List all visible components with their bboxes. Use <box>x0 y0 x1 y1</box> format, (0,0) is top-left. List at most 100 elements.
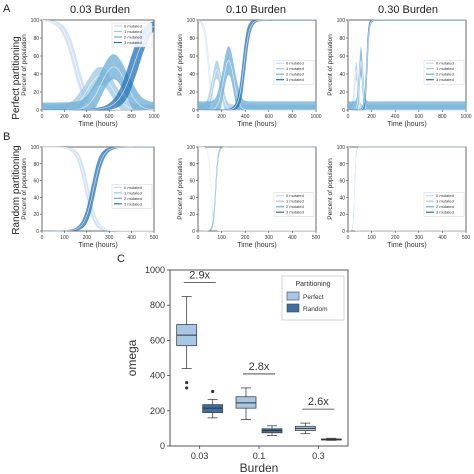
x-tick-label: 400 <box>127 235 136 241</box>
legend-label: 2 mutated <box>286 204 304 209</box>
y-axis-label: Percent of population <box>327 158 334 220</box>
x-tick-label: 0 <box>197 114 200 120</box>
box-random-0.1 <box>261 425 283 436</box>
x-tick-label: 800 <box>438 114 447 120</box>
legend-title: Partitioning <box>295 281 330 288</box>
y-tick-label: 0 <box>36 108 39 114</box>
outlier-point <box>211 389 215 394</box>
column-header-0: 0.03 Burden <box>70 4 130 16</box>
y-tick-label: 100 <box>31 18 40 24</box>
outlier-point <box>185 386 189 390</box>
series-line-3-mutated <box>42 25 155 111</box>
box-random-0.03 <box>202 389 224 419</box>
panel-letter-b: B <box>3 131 10 143</box>
legend-swatch <box>286 303 300 313</box>
series-line-3-mutated <box>198 146 316 232</box>
panel-letter-a: A <box>3 3 11 15</box>
y-tick-label: 0 <box>160 441 165 451</box>
legend-label: 2 mutated <box>286 72 304 77</box>
x-tick-label: 500 <box>312 235 321 241</box>
box-perfect-0.3 <box>294 422 316 435</box>
x-tick-label: 300 <box>265 235 274 241</box>
x-axis-label: Time (hours) <box>387 121 426 128</box>
y-tick-label: 800 <box>150 300 165 310</box>
y-tick-label: 600 <box>150 335 165 345</box>
panel-c: 0 200 400 600 800 1000 0.03 0.1 0.3 Burden omega 2.… <box>125 265 349 474</box>
y-tick-label: 0 <box>192 229 195 235</box>
x-tick-label: 0.1 <box>253 451 266 461</box>
y-tick-label: 80 <box>339 162 345 168</box>
fold-change-label: 2.8x <box>249 361 270 373</box>
box-random-0.3 <box>320 437 342 441</box>
legend-label: 2 mutated <box>436 72 454 77</box>
y-tick-label: 0 <box>36 229 39 235</box>
y-tick-label: 20 <box>339 90 345 96</box>
x-tick-label: 0 <box>41 235 44 241</box>
legend-label: 1 mutated <box>286 199 304 204</box>
legend-label: 0 mutated <box>124 24 142 29</box>
x-tick-label: 800 <box>127 114 136 120</box>
y-tick-label: 20 <box>189 90 195 96</box>
y-tick-label: 60 <box>339 179 345 185</box>
series-line-0-mutated <box>41 146 154 232</box>
x-tick-label: 600 <box>265 114 274 120</box>
y-axis-label: omega <box>125 339 139 376</box>
series-band-3-mutated <box>42 21 154 111</box>
x-tick-label: 200 <box>367 114 376 120</box>
x-axis-label: Time (hours) <box>237 242 276 249</box>
box-perfect-0.1 <box>235 387 257 421</box>
panel-b2: 0 100 200 300 400 500 0 20 40 60 80 100 Time (hours)… <box>177 145 320 249</box>
y-tick-label: 60 <box>33 179 39 185</box>
legend-label: 3 mutated <box>124 201 142 206</box>
legend-label: 3 mutated <box>436 77 454 82</box>
x-axis-label: Time (hours) <box>387 242 426 249</box>
x-tick-label: 100 <box>367 235 376 241</box>
x-tick-label: 0 <box>197 235 200 241</box>
legend-label: 3 mutated <box>286 210 304 215</box>
x-tick-label: 100 <box>60 235 69 241</box>
panel-a3: 0 200 400 600 800 1000 0 20 40 60 80 100 Time (hours… <box>327 18 472 128</box>
y-tick-label: 80 <box>189 36 195 42</box>
x-tick-label: 0 <box>347 114 350 120</box>
x-tick-label: 300 <box>415 235 424 241</box>
x-tick-label: 200 <box>241 235 250 241</box>
x-tick-label: 1000 <box>310 114 321 120</box>
legend-label: 2 mutated <box>436 204 454 209</box>
series-line-0-mutated <box>347 146 466 232</box>
x-tick-label: 500 <box>462 235 471 241</box>
x-tick-label: 500 <box>150 235 159 241</box>
x-tick-label: 400 <box>241 114 250 120</box>
legend-label: 1 mutated <box>286 66 304 71</box>
series-band-2-mutated <box>348 46 466 110</box>
column-header-2: 0.30 Burden <box>378 4 438 16</box>
series-line-2-mutated <box>198 60 316 111</box>
x-tick-label: 200 <box>60 114 69 120</box>
y-tick-label: 60 <box>189 179 195 185</box>
legend-label: 1 mutated <box>124 190 142 195</box>
y-axis-label: Percent of population <box>327 34 334 96</box>
box-perfect-0.03 <box>176 295 198 390</box>
y-tick-label: 100 <box>187 18 196 24</box>
y-tick-label: 80 <box>33 36 39 42</box>
y-axis-label: Percent of population <box>21 34 28 96</box>
x-tick-label: 400 <box>83 114 92 120</box>
panel-letter-c: C <box>117 253 125 265</box>
x-tick-label: 0 <box>41 114 44 120</box>
x-axis-label: Burden <box>240 461 279 474</box>
y-tick-label: 20 <box>33 90 39 96</box>
x-tick-label: 400 <box>438 235 447 241</box>
legend-label: 1 mutated <box>124 29 142 34</box>
legend-label: 3 mutated <box>124 40 142 45</box>
y-tick-label: 40 <box>33 195 39 201</box>
x-tick-label: 0.3 <box>312 451 325 461</box>
legend-label: 3 mutated <box>436 210 454 215</box>
y-tick-label: 20 <box>339 212 345 218</box>
x-tick-label: 300 <box>105 235 114 241</box>
y-tick-label: 20 <box>189 212 195 218</box>
x-axis-label: Time (hours) <box>78 121 117 128</box>
series-band-2-mutated <box>42 54 154 110</box>
y-tick-label: 40 <box>189 195 195 201</box>
x-tick-label: 600 <box>105 114 114 120</box>
